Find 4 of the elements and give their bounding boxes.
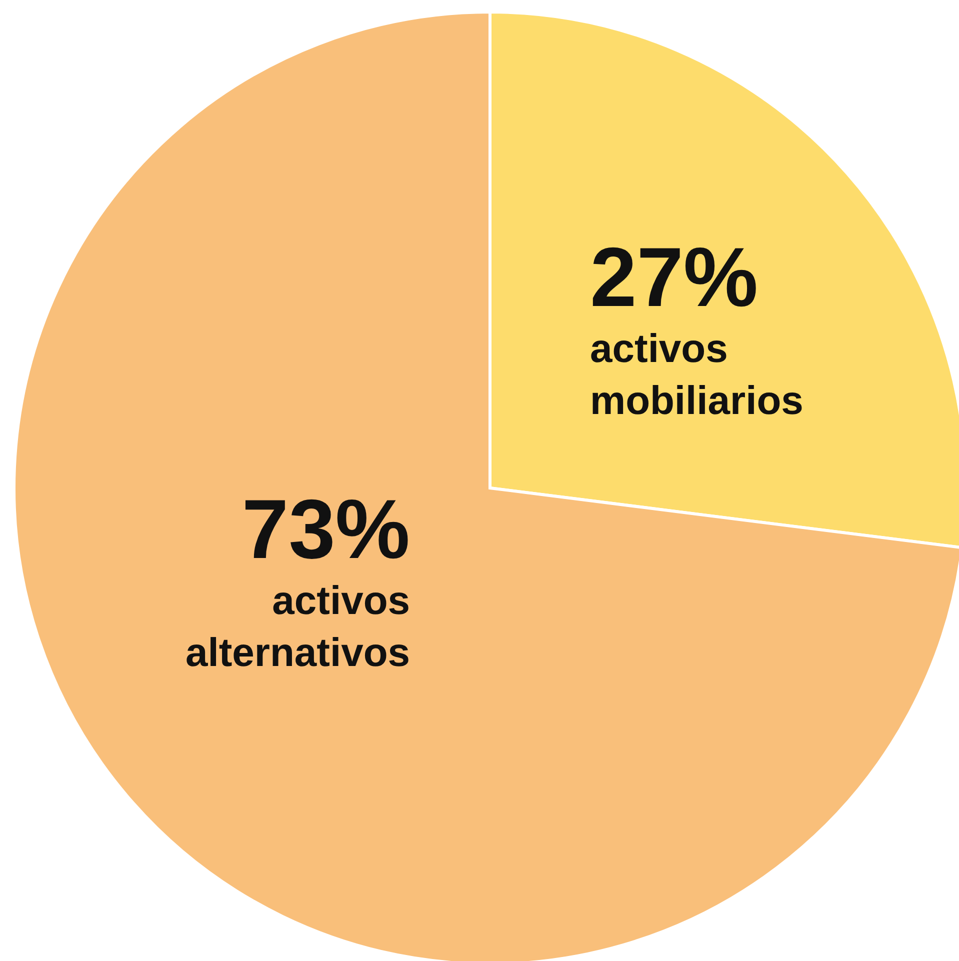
data-label: 73% bbox=[242, 482, 410, 576]
slice-label: activos alternativos bbox=[185, 578, 410, 675]
slice-label: activos mobiliarios bbox=[590, 327, 804, 424]
data-label: 27% bbox=[590, 230, 758, 324]
